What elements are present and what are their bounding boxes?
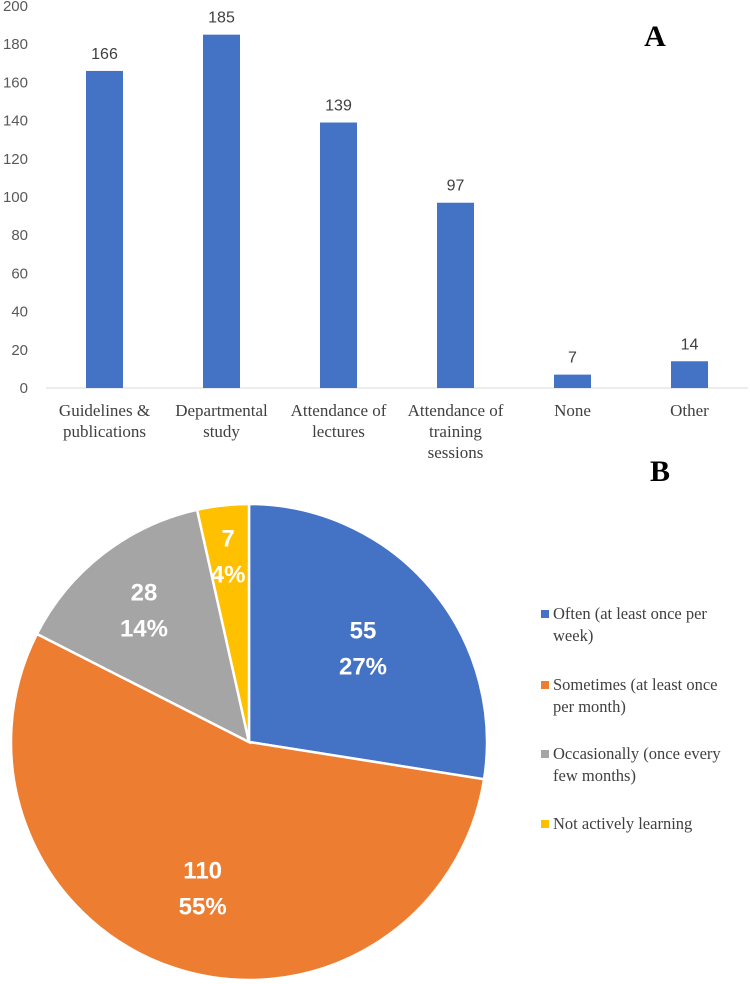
bar xyxy=(203,34,240,389)
pie-data-labels: 55 27% 110 55% 28 14% 7 4% xyxy=(120,526,387,921)
category-label: Attendance of lectures xyxy=(291,401,387,441)
bars xyxy=(86,34,708,389)
category-label-line: study xyxy=(203,422,240,441)
y-tick-label: 80 xyxy=(11,227,28,244)
category-label-line: Attendance of xyxy=(408,401,504,420)
bar xyxy=(86,70,123,388)
legend-item: Occasionally (once every few months) xyxy=(541,744,721,785)
pie-slice xyxy=(35,508,251,745)
category-label-line: publications xyxy=(63,422,146,441)
legend-item: Sometimes (at least once per month) xyxy=(541,675,718,716)
pie-slice xyxy=(195,502,251,743)
y-tick-label: 60 xyxy=(11,265,28,282)
pie-percent-label: 14% xyxy=(120,616,168,643)
y-tick-label: 20 xyxy=(11,342,28,359)
legend-swatch xyxy=(541,681,549,689)
category-label-line: sessions xyxy=(428,443,484,462)
category-label-line: Other xyxy=(670,401,709,420)
legend-label: Occasionally (once every few months) xyxy=(553,744,721,785)
bar xyxy=(671,361,708,388)
pie-percent-label: 27% xyxy=(339,654,387,681)
pie-percent-label: 55% xyxy=(179,894,227,921)
pie-value-label: 55 xyxy=(350,618,377,645)
category-labels: Guidelines & publications Departmental stud… xyxy=(59,401,709,462)
bar-data-label: 139 xyxy=(325,98,352,115)
y-tick-label: 160 xyxy=(3,74,28,91)
legend-label-line: week) xyxy=(553,626,593,645)
pie-value-label: 7 xyxy=(221,526,234,553)
legend-label-line: Occasionally (once every xyxy=(553,744,721,763)
pie-value-label: 110 xyxy=(183,858,222,885)
category-label-line: None xyxy=(554,401,591,420)
legend-swatch xyxy=(541,750,549,758)
legend-label-line: Not actively learning xyxy=(553,814,692,833)
legend-swatch xyxy=(541,610,549,618)
category-label-line: training xyxy=(429,422,482,441)
bar xyxy=(437,202,474,388)
legend-swatch xyxy=(541,820,549,828)
bar xyxy=(554,374,591,388)
legend-label-line: Often (at least once per xyxy=(553,604,707,623)
bar-chart: A 0 20 40 60 80 100 120 140 160 180 200 166 185 139 9… xyxy=(3,0,748,462)
pie-slices xyxy=(9,502,489,982)
category-label-line: Attendance of xyxy=(291,401,387,420)
category-label: Attendance of training sessions xyxy=(408,401,504,462)
category-label: Other xyxy=(670,401,709,420)
category-label: None xyxy=(554,401,591,420)
legend-label: Not actively learning xyxy=(553,814,692,833)
y-tick-label: 120 xyxy=(3,151,28,168)
y-tick-label: 200 xyxy=(3,0,28,15)
bar-data-labels: 166 185 139 97 7 14 xyxy=(91,10,698,367)
category-label-line: Departmental xyxy=(175,401,268,420)
bar xyxy=(320,122,357,388)
category-label-line: Guidelines & xyxy=(59,401,150,420)
y-tick-label: 180 xyxy=(3,36,28,53)
y-tick-label: 100 xyxy=(3,189,28,206)
legend-label: Often (at least once per week) xyxy=(553,604,707,645)
pie-slice xyxy=(9,632,486,982)
category-label: Guidelines & publications xyxy=(59,401,150,441)
pie-value-label: 28 xyxy=(131,580,158,607)
y-axis-ticks: 0 20 40 60 80 100 120 140 160 180 200 xyxy=(3,0,28,397)
legend: Often (at least once per week) Sometimes (… xyxy=(541,604,721,833)
legend-item: Often (at least once per week) xyxy=(541,604,707,645)
bar-data-label: 14 xyxy=(681,336,699,353)
pie-chart: B 55 27% 110 55% 28 14% 7 4% Often (at least on… xyxy=(9,455,721,982)
category-label-line: lectures xyxy=(312,422,365,441)
panel-label-b: B xyxy=(650,455,670,488)
bar-data-label: 97 xyxy=(447,178,465,195)
legend-item: Not actively learning xyxy=(541,814,692,833)
legend-label-line: few months) xyxy=(553,766,636,785)
bar-data-label: 185 xyxy=(208,10,235,27)
legend-label: Sometimes (at least once per month) xyxy=(553,675,718,716)
pie-slice xyxy=(247,502,489,781)
y-tick-label: 0 xyxy=(20,380,28,397)
y-tick-label: 140 xyxy=(3,113,28,130)
bar-data-label: 166 xyxy=(91,46,118,63)
pie-percent-label: 4% xyxy=(211,562,246,589)
legend-label-line: Sometimes (at least once xyxy=(553,675,718,694)
bar-data-label: 7 xyxy=(568,350,577,367)
category-label: Departmental study xyxy=(175,401,268,441)
legend-label-line: per month) xyxy=(553,697,626,716)
y-tick-label: 40 xyxy=(11,304,28,321)
panel-label-a: A xyxy=(644,20,666,53)
